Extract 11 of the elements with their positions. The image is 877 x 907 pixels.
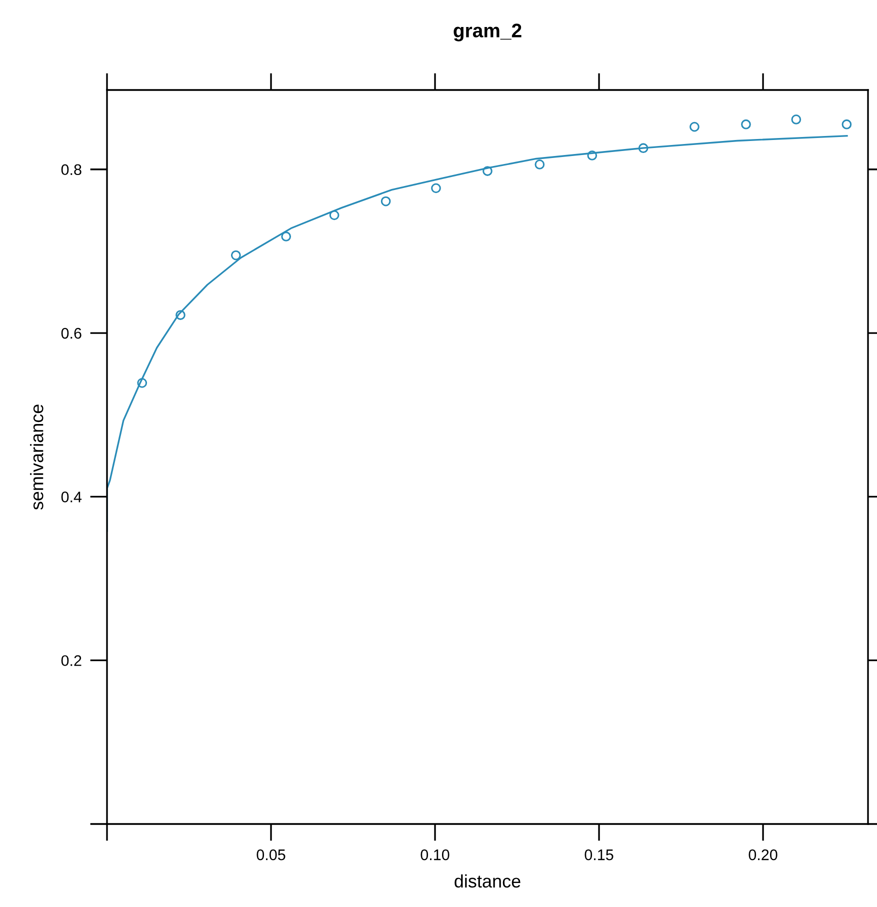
x-tick-label: 0.20 [748,849,778,860]
y-tick-label: 0.4 [61,492,82,502]
x-axis-title: distance [454,874,520,888]
x-tick-label: 0.05 [256,849,286,860]
y-tick-label: 0.2 [61,655,82,666]
y-tick-label: 0.6 [61,328,82,339]
chart-title: gram_2 [454,24,522,42]
y-tick-label: 0.8 [61,164,82,176]
x-tick-label: 0.10 [420,849,450,860]
x-tick-label: 0.15 [584,849,614,860]
y-axis-title: semivariance [30,404,44,510]
